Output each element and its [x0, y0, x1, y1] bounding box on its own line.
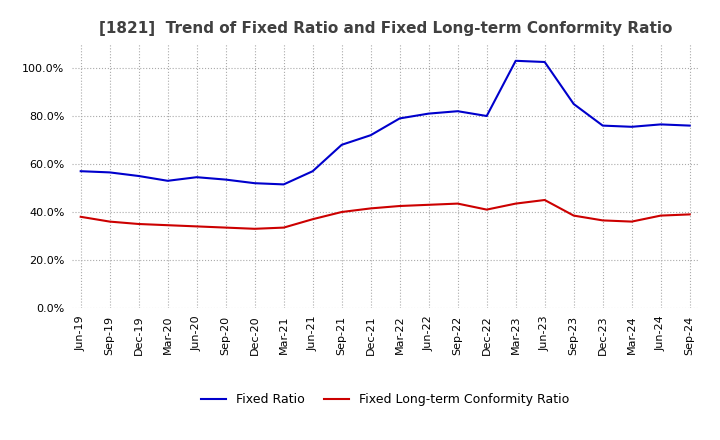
Fixed Long-term Conformity Ratio	[251, 226, 259, 231]
Fixed Ratio	[454, 109, 462, 114]
Fixed Long-term Conformity Ratio	[541, 198, 549, 203]
Fixed Ratio	[685, 123, 694, 128]
Fixed Long-term Conformity Ratio	[657, 213, 665, 218]
Fixed Long-term Conformity Ratio	[395, 203, 404, 209]
Fixed Ratio	[251, 180, 259, 186]
Fixed Ratio	[424, 111, 433, 116]
Fixed Long-term Conformity Ratio	[192, 224, 201, 229]
Fixed Long-term Conformity Ratio	[366, 206, 375, 211]
Fixed Ratio	[541, 59, 549, 65]
Fixed Ratio	[308, 169, 317, 174]
Fixed Long-term Conformity Ratio	[424, 202, 433, 207]
Fixed Long-term Conformity Ratio	[570, 213, 578, 218]
Fixed Ratio	[76, 169, 85, 174]
Title: [1821]  Trend of Fixed Ratio and Fixed Long-term Conformity Ratio: [1821] Trend of Fixed Ratio and Fixed Lo…	[99, 21, 672, 36]
Fixed Ratio	[570, 101, 578, 106]
Fixed Long-term Conformity Ratio	[338, 209, 346, 215]
Legend: Fixed Ratio, Fixed Long-term Conformity Ratio: Fixed Ratio, Fixed Long-term Conformity …	[197, 388, 574, 411]
Fixed Ratio	[598, 123, 607, 128]
Line: Fixed Ratio: Fixed Ratio	[81, 61, 690, 184]
Fixed Ratio	[511, 58, 520, 63]
Fixed Long-term Conformity Ratio	[163, 223, 172, 228]
Fixed Ratio	[279, 182, 288, 187]
Line: Fixed Long-term Conformity Ratio: Fixed Long-term Conformity Ratio	[81, 200, 690, 229]
Fixed Ratio	[366, 132, 375, 138]
Fixed Long-term Conformity Ratio	[627, 219, 636, 224]
Fixed Ratio	[192, 175, 201, 180]
Fixed Long-term Conformity Ratio	[454, 201, 462, 206]
Fixed Long-term Conformity Ratio	[308, 216, 317, 222]
Fixed Long-term Conformity Ratio	[76, 214, 85, 220]
Fixed Long-term Conformity Ratio	[482, 207, 491, 212]
Fixed Ratio	[135, 173, 143, 179]
Fixed Long-term Conformity Ratio	[598, 218, 607, 223]
Fixed Ratio	[627, 124, 636, 129]
Fixed Long-term Conformity Ratio	[279, 225, 288, 230]
Fixed Long-term Conformity Ratio	[105, 219, 114, 224]
Fixed Long-term Conformity Ratio	[685, 212, 694, 217]
Fixed Ratio	[395, 116, 404, 121]
Fixed Ratio	[163, 178, 172, 183]
Fixed Ratio	[338, 142, 346, 147]
Fixed Ratio	[105, 170, 114, 175]
Fixed Long-term Conformity Ratio	[135, 221, 143, 227]
Fixed Long-term Conformity Ratio	[221, 225, 230, 230]
Fixed Ratio	[221, 177, 230, 182]
Fixed Ratio	[657, 122, 665, 127]
Fixed Long-term Conformity Ratio	[511, 201, 520, 206]
Fixed Ratio	[482, 114, 491, 119]
